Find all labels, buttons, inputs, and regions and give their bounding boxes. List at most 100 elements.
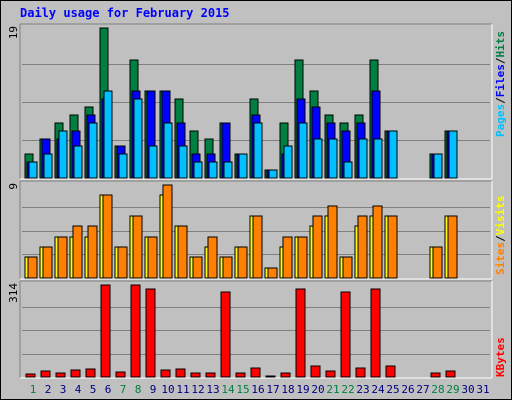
x-tick-label: 4 bbox=[75, 383, 82, 396]
pages-bar bbox=[193, 161, 203, 179]
x-tick-label: 28 bbox=[431, 383, 444, 396]
sites-bar bbox=[357, 215, 368, 279]
pages-bar bbox=[178, 145, 188, 179]
x-tick-label: 13 bbox=[206, 383, 219, 396]
x-tick-label: 8 bbox=[135, 383, 142, 396]
pages-bar bbox=[328, 138, 338, 179]
kbytes-bar bbox=[445, 370, 456, 378]
pages-bar bbox=[103, 90, 113, 179]
pages-bar bbox=[283, 145, 293, 179]
x-tick-label: 27 bbox=[416, 383, 429, 396]
kbytes-bar bbox=[25, 373, 36, 378]
sites-bar bbox=[177, 225, 188, 279]
pages-bar bbox=[148, 145, 158, 179]
sites-bar bbox=[27, 256, 38, 279]
kbytes-bar bbox=[70, 369, 81, 378]
pages-bar bbox=[373, 138, 383, 179]
hits-ymax-label: 19 bbox=[7, 26, 20, 39]
kbytes-bar bbox=[325, 370, 336, 378]
legend-kbytes: KBytes bbox=[494, 337, 507, 377]
sites-bar bbox=[432, 246, 443, 279]
sites-bar bbox=[297, 236, 308, 279]
legend-pages: Pages bbox=[494, 104, 507, 137]
kbytes-bar bbox=[340, 291, 351, 378]
legend-sep: / bbox=[494, 97, 507, 104]
sites-bar bbox=[42, 246, 53, 279]
sites-bar bbox=[87, 225, 98, 279]
sites-bar bbox=[207, 236, 218, 279]
sites-bar bbox=[282, 236, 293, 279]
sites-bar bbox=[387, 215, 398, 279]
x-tick-label: 24 bbox=[371, 383, 385, 396]
x-tick-label: 23 bbox=[356, 383, 369, 396]
legend-files: Files bbox=[494, 64, 507, 97]
kbytes-bar bbox=[370, 288, 381, 378]
pages-bar bbox=[133, 98, 143, 179]
x-tick-label: 25 bbox=[386, 383, 399, 396]
x-tick-label: 29 bbox=[446, 383, 459, 396]
x-tick-label: 1 bbox=[30, 383, 37, 396]
kbytes-bar bbox=[100, 284, 111, 378]
x-tick-label: 17 bbox=[266, 383, 279, 396]
sites-bar bbox=[252, 215, 263, 279]
sites-bar bbox=[162, 184, 173, 279]
x-tick-label: 22 bbox=[341, 383, 354, 396]
pages-bar bbox=[343, 161, 353, 179]
sites-bar bbox=[102, 194, 113, 279]
x-tick-label: 14 bbox=[221, 383, 235, 396]
sites-bar bbox=[222, 256, 233, 279]
x-tick-label: 15 bbox=[236, 383, 249, 396]
pages-bar bbox=[433, 153, 443, 179]
pages-bar bbox=[238, 153, 248, 179]
legend-visits: Visits bbox=[494, 196, 507, 236]
pages-bar bbox=[163, 122, 173, 179]
kbytes-bar bbox=[310, 365, 321, 378]
legend-hits-files-pages: Pages/Files/Hits bbox=[494, 31, 507, 137]
x-tick-label: 19 bbox=[296, 383, 309, 396]
x-tick-label: 11 bbox=[176, 383, 189, 396]
x-tick-label: 6 bbox=[105, 383, 112, 396]
kbytes-ymax-label: 314 bbox=[7, 283, 20, 303]
sites-bar bbox=[327, 205, 338, 279]
sites-bar bbox=[192, 256, 203, 279]
x-tick-label: 26 bbox=[401, 383, 414, 396]
x-tick-label: 5 bbox=[90, 383, 97, 396]
x-tick-label: 10 bbox=[161, 383, 174, 396]
x-tick-label: 3 bbox=[60, 383, 67, 396]
kbytes-bar bbox=[250, 367, 261, 378]
kbytes-bar bbox=[190, 372, 201, 378]
sites-bar bbox=[132, 215, 143, 279]
kbytes-bar bbox=[130, 284, 141, 378]
pages-bar bbox=[313, 138, 323, 179]
sites-bar bbox=[447, 215, 458, 279]
kbytes-bar bbox=[265, 375, 276, 378]
sites-bar bbox=[57, 236, 68, 279]
kbytes-bar bbox=[175, 368, 186, 378]
x-tick-label: 2 bbox=[45, 383, 52, 396]
chart-title: Daily usage for February 2015 bbox=[20, 6, 230, 20]
kbytes-bar bbox=[40, 370, 51, 378]
pages-bar bbox=[298, 122, 308, 179]
kbytes-bar bbox=[280, 372, 291, 378]
pages-bar bbox=[448, 130, 458, 179]
pages-bar bbox=[268, 169, 278, 179]
pages-bar bbox=[358, 138, 368, 179]
sites-bar bbox=[72, 225, 83, 279]
kbytes-bar bbox=[205, 372, 216, 378]
kbytes-bar bbox=[355, 367, 366, 378]
x-tick-label: 7 bbox=[120, 383, 127, 396]
x-tick-label: 12 bbox=[191, 383, 204, 396]
pages-bar bbox=[58, 130, 68, 179]
sites-bar bbox=[237, 246, 248, 279]
pages-bar bbox=[73, 145, 83, 179]
kbytes-bar bbox=[295, 288, 306, 378]
legend-sites: Sites bbox=[494, 242, 507, 275]
pages-bar bbox=[43, 153, 53, 179]
sites-bar bbox=[267, 267, 278, 279]
x-tick-label: 9 bbox=[150, 383, 157, 396]
x-tick-label: 20 bbox=[311, 383, 324, 396]
x-tick-label: 21 bbox=[326, 383, 339, 396]
pages-bar bbox=[253, 122, 263, 179]
legend-sep: / bbox=[494, 235, 507, 242]
